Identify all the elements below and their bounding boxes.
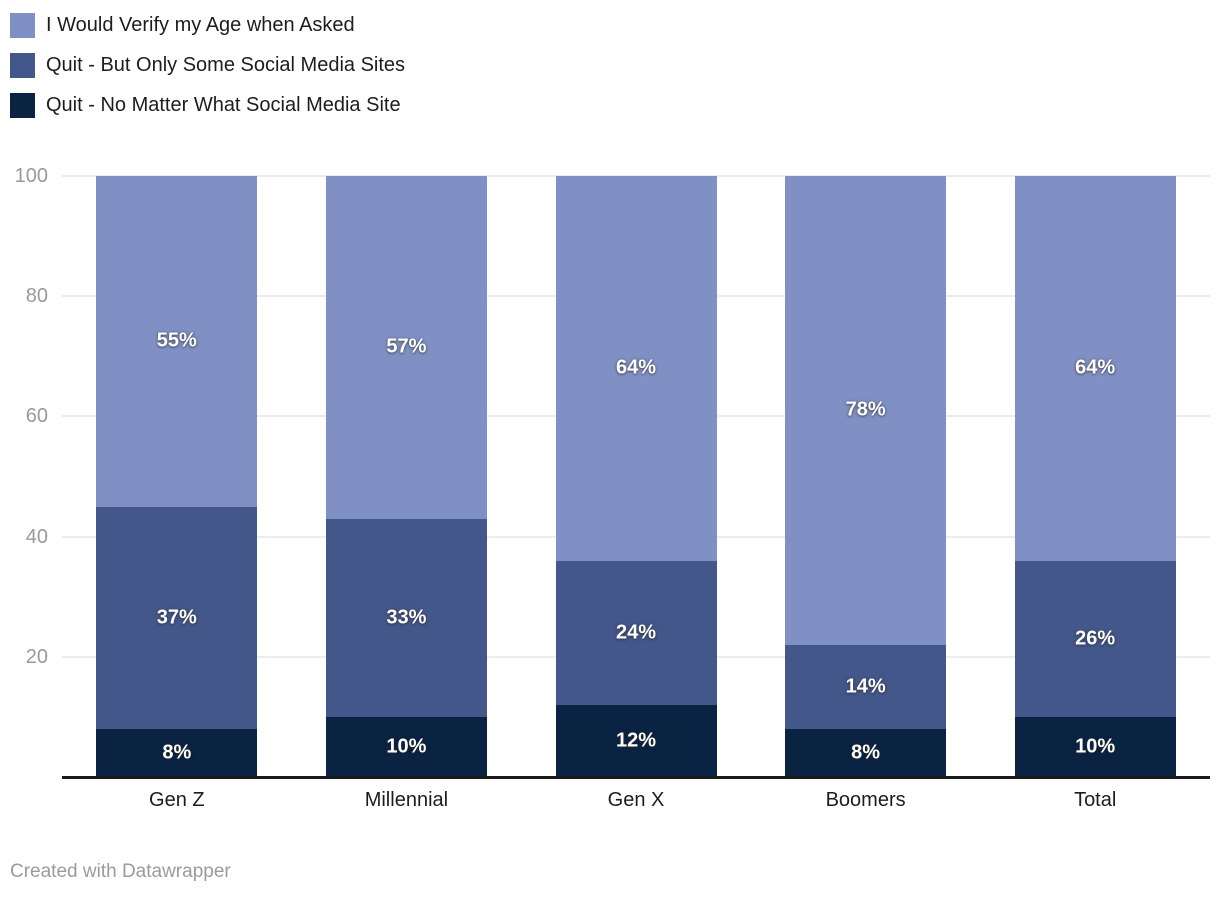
bar-segment [96, 176, 258, 507]
bar-segment [96, 728, 258, 777]
value-label: 24% [615, 621, 657, 644]
legend-label: Quit - But Only Some Social Media Sites [46, 54, 406, 76]
legend-label: I Would Verify my Age when Asked [46, 14, 355, 36]
bar-segment [325, 176, 487, 519]
value-label: 26% [1075, 627, 1116, 650]
bar-segment [785, 176, 947, 645]
legend-swatch-icon [10, 53, 35, 78]
value-label: 10% [1075, 735, 1116, 758]
bar-segment [1014, 176, 1176, 561]
footer-credit: Created with Datawrapper [10, 861, 231, 882]
bar-segment [325, 716, 487, 777]
value-label: 8% [162, 741, 192, 764]
bar-segment [785, 728, 947, 777]
value-label: 37% [156, 606, 197, 629]
value-label: 57% [386, 335, 427, 358]
x-axis-label: Gen Z [149, 789, 205, 811]
legend-item: Quit - But Only Some Social Media Sites [10, 53, 405, 78]
value-label: 10% [386, 735, 427, 758]
legend-item: I Would Verify my Age when Asked [10, 13, 405, 38]
value-label: 14% [845, 675, 886, 698]
bar-segment [325, 518, 487, 717]
x-axis-line [62, 776, 1210, 779]
bar-segment [1014, 560, 1176, 717]
x-axis-label: Total [1074, 789, 1117, 811]
legend-label: Quit - No Matter What Social Media Site [46, 94, 401, 116]
bar-segment [785, 644, 947, 729]
value-label: 8% [851, 741, 881, 764]
value-label: 12% [615, 729, 657, 752]
bar-segment [1014, 716, 1176, 777]
y-tick-label: 20 [25, 645, 48, 668]
value-label: 78% [845, 398, 886, 421]
legend-swatch-icon [10, 13, 35, 38]
bar-segment [555, 560, 717, 705]
x-axis-label: Millennial [364, 789, 449, 811]
x-axis-label: Boomers [825, 789, 906, 811]
bar-segment [555, 704, 717, 777]
value-label: 55% [156, 329, 197, 352]
x-axis-label: Gen X [607, 789, 665, 811]
legend-item: Quit - No Matter What Social Media Site [10, 93, 405, 118]
value-label: 33% [386, 606, 427, 629]
bar-segment [96, 506, 258, 729]
y-tick-label: 60 [25, 405, 48, 428]
value-label: 64% [615, 356, 657, 379]
y-tick-label: 40 [25, 525, 48, 548]
legend-swatch-icon [10, 93, 35, 118]
y-tick-label: 80 [25, 285, 48, 308]
value-label: 64% [1075, 356, 1116, 379]
legend: I Would Verify my Age when Asked Quit - B… [10, 13, 405, 133]
bar-segment [555, 176, 717, 561]
y-tick-label: 100 [14, 165, 48, 187]
